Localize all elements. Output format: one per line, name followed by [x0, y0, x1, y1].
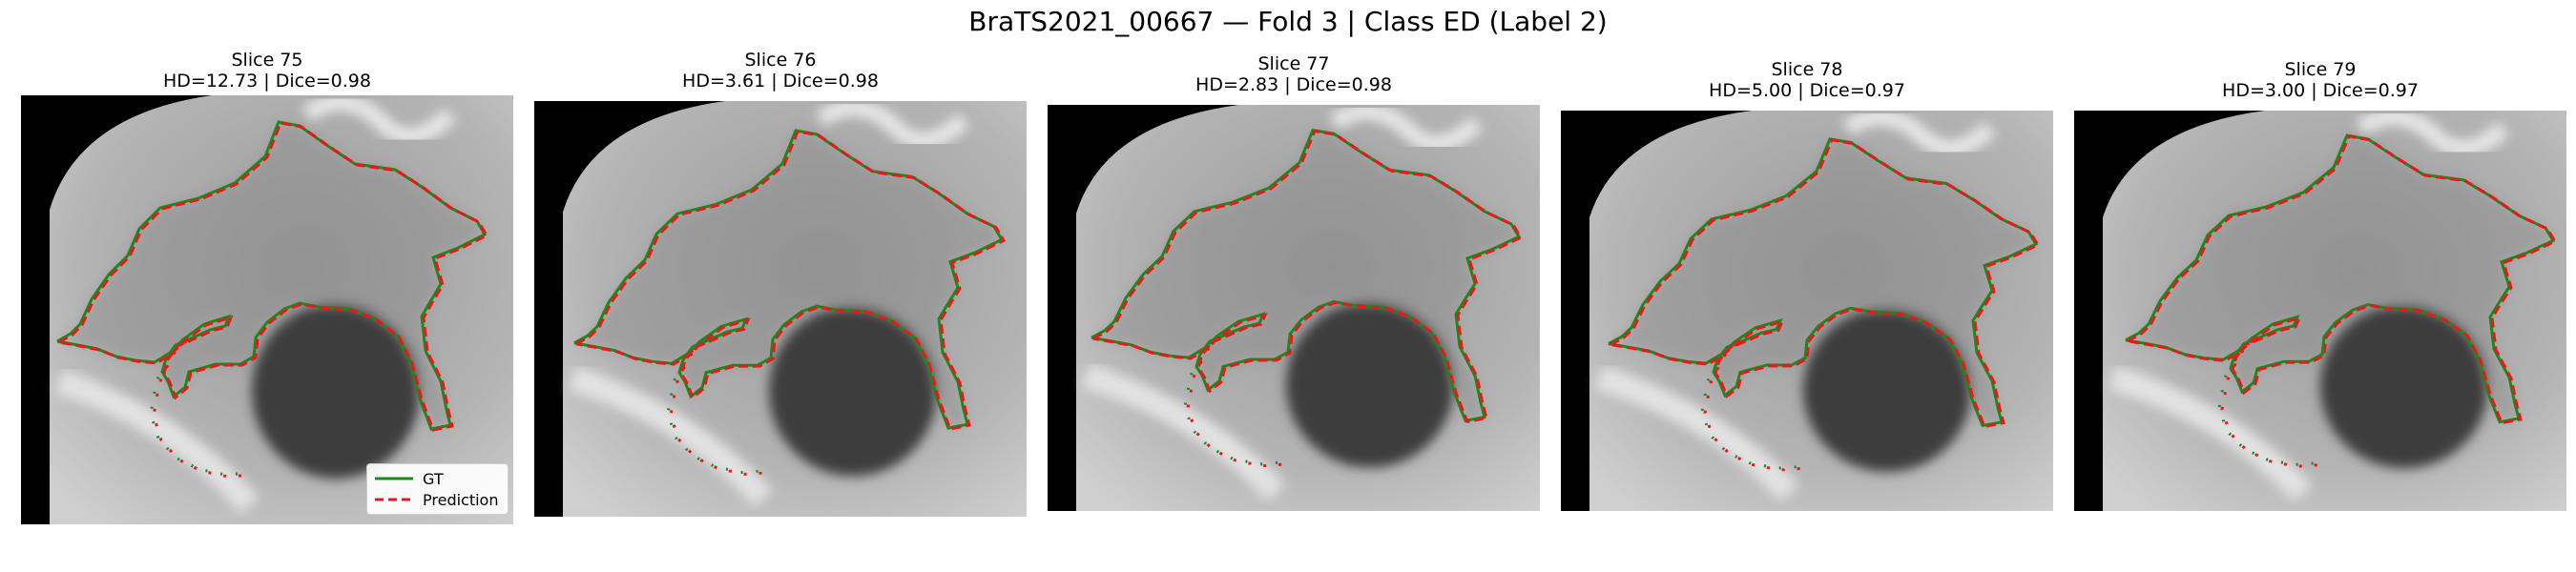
slice-panel-77: Slice 77 HD=2.83 | Dice=0.98	[1048, 53, 1540, 530]
cortex-fold	[569, 366, 773, 507]
legend: GT Prediction	[366, 463, 509, 515]
panel-title: Slice 75 HD=12.73 | Dice=0.98	[21, 50, 513, 92]
legend-prediction-label: Prediction	[423, 490, 499, 509]
panel-metrics-label: HD=3.61 | Dice=0.98	[682, 71, 879, 92]
cortex-fold	[1328, 105, 1484, 153]
edema-region	[2126, 135, 2553, 422]
edema-region	[1609, 138, 2036, 426]
cortex-fold	[1082, 363, 1286, 501]
panel-slice-label: Slice 77	[1257, 53, 1330, 74]
lesion-core	[1286, 301, 1454, 468]
slice-panel-79: Slice 79 HD=3.00 | Dice=0.97	[2074, 59, 2566, 536]
panel-slice-label: Slice 76	[744, 50, 817, 71]
panel-title: Slice 76 HD=3.61 | Dice=0.98	[534, 50, 1027, 92]
panel-title: Slice 77 HD=2.83 | Dice=0.98	[1048, 53, 1540, 95]
figure-title: BraTS2021_00667 — Fold 3 | Class ED (Lab…	[968, 6, 1608, 37]
cortex-fold	[1841, 111, 1997, 157]
panel-slice-label: Slice 75	[231, 50, 303, 71]
panel-title: Slice 79 HD=3.00 | Dice=0.97	[2074, 59, 2566, 101]
lesion-core	[2320, 304, 2488, 469]
legend-item-gt: GT	[375, 468, 498, 489]
cortex-fold	[54, 369, 260, 514]
cortex-fold	[301, 95, 457, 145]
mri-slice-image	[2074, 111, 2566, 511]
mri-slice-image	[1561, 111, 2053, 511]
prediction-contour	[58, 121, 489, 432]
mri-slice-image	[1048, 105, 1540, 511]
lesion-core	[252, 303, 420, 479]
lesion-core	[769, 306, 937, 477]
panel-metrics-label: HD=12.73 | Dice=0.98	[163, 71, 371, 92]
cortex-fold	[2109, 365, 2313, 502]
legend-gt-swatch	[375, 477, 413, 480]
legend-prediction-swatch	[375, 498, 413, 501]
mri-slice-image	[21, 95, 513, 524]
prediction-contour	[575, 130, 1007, 431]
cortex-fold	[815, 101, 970, 150]
slice-panel-78: Slice 78 HD=5.00 | Dice=0.97	[1561, 59, 2053, 536]
legend-item-prediction: Prediction	[375, 489, 498, 510]
panel-slice-label: Slice 79	[2284, 59, 2357, 80]
panel-metrics-label: HD=2.83 | Dice=0.98	[1195, 74, 1392, 95]
panel-slice-label: Slice 78	[1771, 59, 1843, 80]
panel-metrics-label: HD=3.00 | Dice=0.97	[2222, 80, 2419, 101]
prediction-contour	[2127, 134, 2558, 425]
cortex-fold	[2355, 111, 2510, 157]
prediction-contour	[1610, 138, 2041, 428]
legend-gt-label: GT	[423, 469, 444, 488]
mri-slice-image	[534, 101, 1027, 517]
slice-panel-76: Slice 76 HD=3.61 | Dice=0.98	[534, 50, 1027, 526]
slice-panel-75: Slice 75 HD=12.73 | Dice=0.98 GT Predict…	[21, 50, 513, 526]
panel-title: Slice 78 HD=5.00 | Dice=0.97	[1561, 59, 2053, 101]
prediction-contour	[1092, 129, 1524, 424]
prediction-contour-fragment	[152, 339, 254, 479]
panel-metrics-label: HD=5.00 | Dice=0.97	[1709, 80, 1905, 101]
edema-region	[1091, 130, 1519, 421]
lesion-core	[1803, 308, 1971, 472]
edema-region	[574, 131, 1002, 428]
cortex-fold	[1595, 365, 1799, 502]
edema-region	[57, 122, 485, 429]
